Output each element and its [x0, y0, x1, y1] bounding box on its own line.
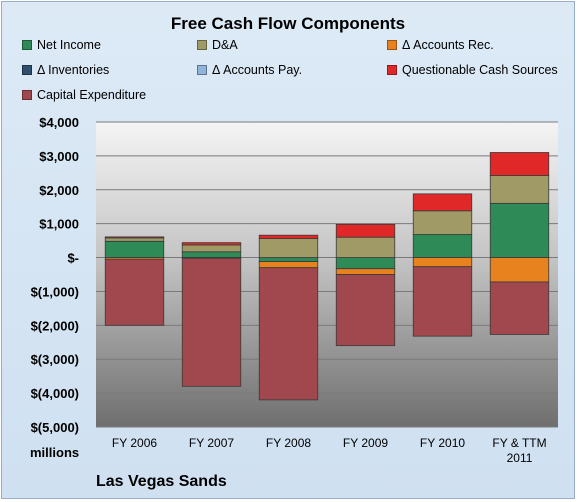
legend-swatch — [197, 65, 207, 75]
y-tick-label: $2,000 — [39, 183, 79, 198]
bar-d-a — [104, 237, 165, 242]
legend-label: D&A — [212, 38, 238, 52]
bar-questionable-cash-sources — [104, 236, 165, 239]
units-label: millions — [30, 445, 80, 460]
bar-questionable-cash-sources — [412, 193, 473, 212]
x-tick-label: FY 2009 — [343, 436, 388, 450]
legend-swatch — [22, 40, 32, 50]
bar-accounts-rec — [412, 257, 473, 268]
legend-swatch — [22, 65, 32, 75]
bar-accounts-rec — [335, 268, 396, 275]
legend-item-accounts-rec: Δ Accounts Rec. — [387, 38, 494, 52]
company-name: Las Vegas Sands — [96, 473, 227, 490]
legend-label: Δ Inventories — [37, 63, 110, 77]
bar-d-a — [335, 236, 396, 258]
y-tick-label: $(1,000) — [31, 284, 79, 299]
x-tick-label: FY 2008 — [266, 436, 311, 450]
chart-legend: Net Income D&A Δ Accounts Rec. Δ Inventorie… — [22, 38, 577, 108]
bar-capital-expenditure — [258, 267, 319, 401]
y-tick-label: $(3,000) — [31, 352, 79, 367]
bar-capital-expenditure — [489, 281, 550, 335]
legend-item-inventories: Δ Inventories — [22, 63, 109, 77]
bar-d-a — [412, 210, 473, 235]
legend-swatch — [387, 40, 397, 50]
x-tick-label: FY 2007 — [189, 436, 234, 450]
y-tick-label: $3,000 — [39, 149, 79, 164]
legend-label: Δ Accounts Rec. — [402, 38, 494, 52]
legend-swatch — [197, 40, 207, 50]
legend-item-accounts-pay: Δ Accounts Pay. — [197, 63, 302, 77]
y-tick-label: $1,000 — [39, 217, 79, 232]
x-tick-label: FY 2006 — [112, 436, 157, 450]
bar-questionable-cash-sources — [489, 152, 550, 176]
y-tick-label: $(2,000) — [31, 318, 79, 333]
bar-net-income — [335, 257, 396, 270]
legend-item-questionable-cash-sources: Questionable Cash Sources — [387, 63, 558, 77]
bar-questionable-cash-sources — [335, 223, 396, 238]
x-tick-label: 2011 — [507, 451, 533, 465]
plot-background — [96, 122, 558, 427]
chart-title: Free Cash Flow Components — [170, 14, 406, 33]
legend-label: Net Income — [37, 38, 101, 52]
legend-item-capital-expenditure: Capital Expenditure — [22, 88, 146, 102]
legend-swatch — [22, 90, 32, 100]
bar-capital-expenditure — [181, 257, 242, 387]
legend-label: Capital Expenditure — [37, 88, 147, 102]
bar-net-income — [104, 240, 165, 258]
bar-capital-expenditure — [412, 266, 473, 337]
bar-net-income — [258, 257, 319, 263]
bar-questionable-cash-sources — [258, 234, 319, 239]
bar-net-income — [181, 251, 242, 258]
y-tick-label: $- — [67, 251, 79, 266]
bar-accounts-rec — [258, 261, 319, 269]
y-tick-label: $(4,000) — [31, 386, 79, 401]
bar-net-income — [489, 202, 550, 258]
bar-accounts-rec — [489, 257, 550, 283]
y-tick-label: $(5,000) — [31, 420, 79, 435]
bar-d-a — [489, 175, 550, 204]
x-tick-label: FY & TTM — [492, 436, 546, 450]
bar-net-income — [412, 234, 473, 258]
legend-item-d-a: D&A — [197, 38, 238, 52]
legend-swatch — [387, 65, 397, 75]
legend-item-net-income: Net Income — [22, 38, 101, 52]
bar-questionable-cash-sources — [181, 242, 242, 246]
bar-d-a — [181, 244, 242, 253]
bar-d-a — [258, 238, 319, 258]
y-tick-label: $4,000 — [39, 115, 79, 130]
legend-label: Δ Accounts Pay. — [212, 63, 303, 77]
bar-capital-expenditure — [104, 258, 165, 326]
bar-capital-expenditure — [335, 274, 396, 347]
x-tick-label: FY 2010 — [420, 436, 465, 450]
legend-label: Questionable Cash Sources — [402, 63, 558, 77]
